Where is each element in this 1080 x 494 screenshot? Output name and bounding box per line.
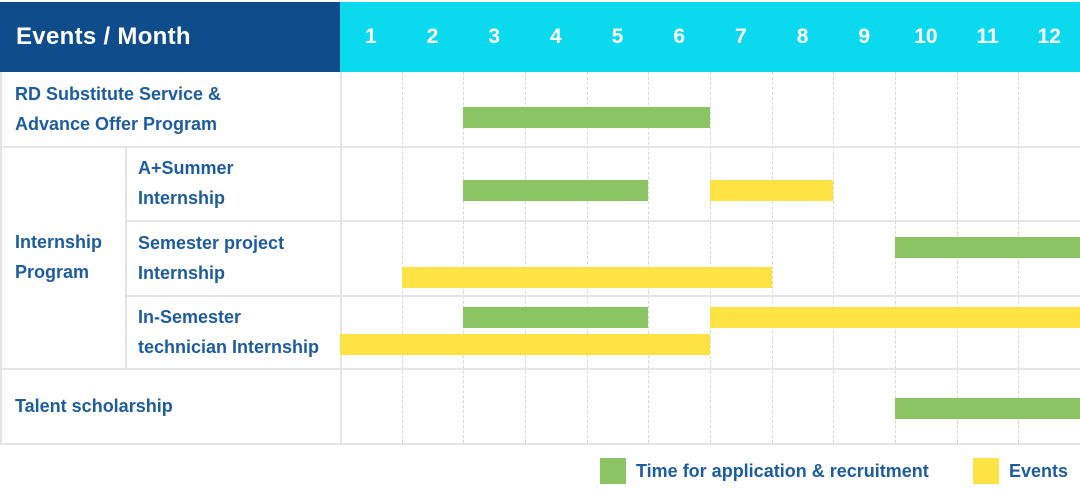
header-title: Events / Month [16, 23, 191, 50]
month-gridline-1 [402, 72, 403, 443]
legend-swatch-events [973, 458, 999, 484]
row-border-3 [125, 295, 1080, 297]
row-label-rd-substitute-service-line: RD Substitute Service & [15, 84, 222, 104]
month-gridline-5 [648, 72, 649, 443]
legend-swatch-application [600, 458, 626, 484]
row-border-2 [125, 220, 1080, 222]
group-label-internship-program-line: Program [15, 262, 90, 282]
bar-in-semester-technician-internship-events [710, 307, 1080, 328]
month-header-cell-4: 4 [550, 25, 562, 48]
bar-talent-scholarship-application [895, 398, 1080, 419]
month-header-cell-12: 12 [1037, 25, 1061, 48]
row-label-in-semester-technician-internship-line: technician Internship [138, 336, 320, 357]
events-month-header-cell: Events / Month [0, 2, 340, 72]
row-label-rd-substitute-service-line: Advance Offer Program [15, 114, 218, 134]
legend-label-application: Time for application & recruitment [636, 461, 929, 481]
row-label-in-semester-technician-internship-line: In-Semester [138, 306, 242, 327]
label-column-border [340, 72, 342, 443]
row-label-a-plus-summer-internship: A+Summer Internship [125, 146, 340, 220]
row-label-a-plus-summer-internship-line: A+Summer [138, 158, 234, 178]
month-header-cell-8: 8 [796, 25, 809, 48]
month-gridline-7 [772, 72, 773, 443]
month-header-row: 1 2 3 4 5 6 7 8 9 10 11 12 [340, 2, 1080, 72]
group-label-internship-program-line: Internship [15, 232, 103, 252]
row-label-semester-project-internship: Semester project Internship [125, 220, 340, 295]
row-label-a-plus-summer-internship-line: Internship [138, 188, 226, 208]
row-label-talent-scholarship: Talent scholarship [0, 368, 340, 443]
month-header-cell-5: 5 [611, 25, 624, 48]
month-gridline-2 [463, 72, 464, 443]
month-header-cell-2: 2 [426, 25, 439, 48]
month-gridline-4 [587, 72, 588, 443]
month-header-cell-9: 9 [858, 25, 871, 48]
row-border-4 [0, 368, 1080, 370]
group-label-internship-program: Internship Program [0, 146, 125, 368]
month-header-cell-3: 3 [488, 25, 501, 48]
bar-a-plus-summer-internship-events [710, 180, 833, 201]
bar-in-semester-technician-internship-application [463, 307, 648, 328]
month-header-cell-6: 6 [673, 25, 686, 48]
row-border-1 [0, 146, 1080, 148]
bar-a-plus-summer-internship-application [463, 180, 648, 201]
table-left-border [0, 72, 2, 443]
row-label-semester-project-internship-line: Semester project [138, 232, 285, 253]
month-gridline-3 [525, 72, 526, 443]
legend: Time for application & recruitment Event… [0, 452, 1080, 490]
month-header-cell-10: 10 [914, 25, 938, 48]
group-column-border [125, 146, 127, 368]
month-header-cell-11: 11 [976, 25, 999, 48]
month-header-cell-7: 7 [735, 25, 747, 48]
bar-in-semester-technician-internship-events [340, 334, 710, 355]
bar-semester-project-internship-application [895, 237, 1080, 258]
bar-rd-substitute-service-application [463, 107, 710, 128]
row-label-talent-scholarship-line: Talent scholarship [15, 395, 173, 416]
legend-label-events: Events [1009, 461, 1069, 481]
row-label-semester-project-internship-line: Internship [138, 262, 226, 283]
row-label-rd-substitute-service: RD Substitute Service & Advance Offer Pro… [0, 72, 340, 146]
bar-semester-project-internship-events [402, 267, 772, 288]
month-gridline-6 [710, 72, 711, 443]
month-header-cell-1: 1 [364, 25, 377, 48]
row-label-in-semester-technician-internship: In-Semester technician Internship [125, 295, 340, 368]
month-gridline-8 [833, 72, 834, 443]
table-bottom-border [0, 443, 1080, 445]
